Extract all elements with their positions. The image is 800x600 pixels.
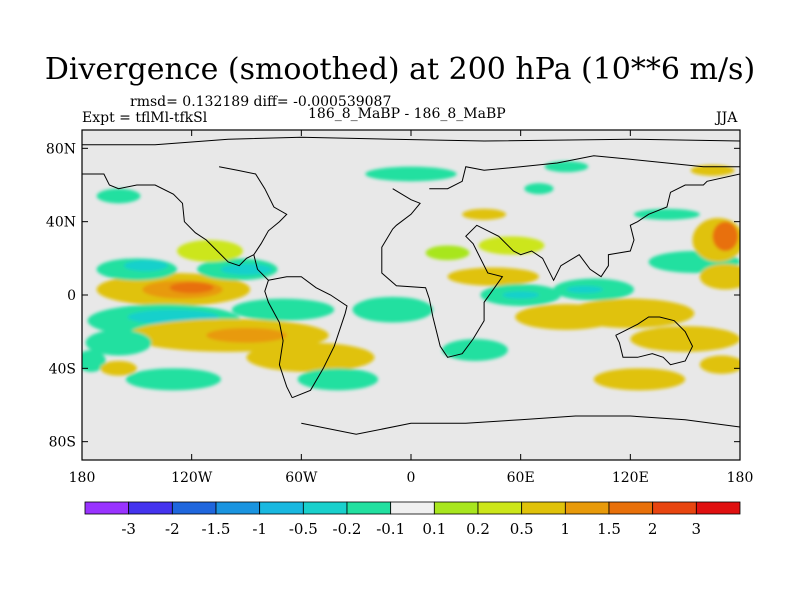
anomaly-blob [699,263,740,290]
anomaly-blob [633,208,700,220]
colorbar-swatch [259,501,304,515]
y-tick-label: 40S [49,361,76,377]
coastline [82,136,740,146]
anomaly-blob [100,361,137,376]
y-tick-label: 80S [49,435,76,451]
anomaly-blob [206,328,287,343]
anomaly-blob [96,188,141,204]
coastline [301,415,740,435]
colorbar-label: -0.2 [333,520,362,538]
colorbar-swatch [171,501,217,515]
colorbar-swatch [608,501,654,515]
colorbar-label: 2 [648,520,658,538]
colorbar-swatch [346,501,392,515]
anomaly-blob [85,329,152,356]
anomaly-blob [352,296,433,323]
colorbar-label: 1 [561,520,571,538]
anomaly-blob [566,285,603,294]
colorbar-label: -1 [252,520,267,538]
anomaly-blob [177,240,243,262]
chart-title: Divergence (smoothed) at 200 hPa (10**6 … [44,52,756,87]
colorbar-swatch [521,501,566,515]
colorbar-label: -3 [121,520,136,538]
y-tick-label: 40N [46,215,76,231]
colorbar-swatch [215,501,261,515]
coastline [82,173,255,267]
anomaly-blob [566,298,695,329]
colorbar-swatch [564,501,610,515]
anomaly-blob [425,245,470,261]
anomaly-blob [231,298,335,321]
season-label: JJA [716,110,738,126]
x-tick-label: 120E [612,470,649,486]
anomaly-blob [447,267,539,286]
colorbar-swatch [84,501,130,515]
colorbar-swatch [302,501,348,515]
x-tick-label: 180 [69,470,96,486]
anomaly-blob [125,368,221,391]
colorbar-swatch [390,501,435,515]
case-label: 186_8_MaBP - 186_8_MaBP [308,106,506,122]
x-tick-label: 0 [407,470,416,486]
anomaly-blob [712,221,739,251]
colorbar-swatch [128,501,173,515]
x-tick-label: 60E [507,470,535,486]
anomaly-blob [297,368,379,391]
colorbar-label: -1.5 [202,520,231,538]
x-tick-label: 120W [171,470,213,486]
y-tick-label: 80N [46,141,76,157]
colorbar-label: 3 [692,520,702,538]
anomaly-blob [630,326,740,352]
colorbar-swatch [652,501,697,515]
y-tick-label: 0 [67,288,76,304]
anomaly-blob [220,263,273,275]
colorbar-label: 0.5 [510,520,534,538]
experiment-label: Expt = tflMl-tfkSl [82,110,208,126]
colorbar-swatch [433,501,479,515]
anomaly-blob [478,236,545,255]
anomaly-blob [169,282,214,294]
anomaly-blob [544,161,589,173]
anomaly-blob [442,339,508,361]
x-tick-label: 180 [727,470,754,486]
colorbar-label: 1.5 [597,520,621,538]
colorbar-swatch [477,501,523,515]
coastline [429,155,740,190]
colorbar-label: 0.2 [466,520,490,538]
anomaly-blob [462,208,507,220]
anomaly-blob [246,342,375,373]
x-tick-label: 60W [285,470,318,486]
anomaly-blob [124,260,168,272]
colorbar-label: -2 [165,520,180,538]
coastline [268,276,348,399]
stats-line: rmsd= 0.132189 diff= -0.000539087 [130,94,392,110]
coastline [615,316,694,366]
colorbar-label: -0.1 [376,520,405,538]
anomaly-blob [593,368,686,391]
colorbar-label: -0.5 [289,520,318,538]
coastline [381,173,740,358]
anomaly-blob [699,355,740,374]
colorbar-swatch [695,501,741,515]
anomaly-blob [524,183,554,195]
colorbar-label: 0.1 [422,520,446,538]
anomaly-blob [502,291,539,299]
anomaly-blob [82,350,106,372]
anomaly-blob [690,164,735,176]
anomaly-blob [365,166,457,182]
